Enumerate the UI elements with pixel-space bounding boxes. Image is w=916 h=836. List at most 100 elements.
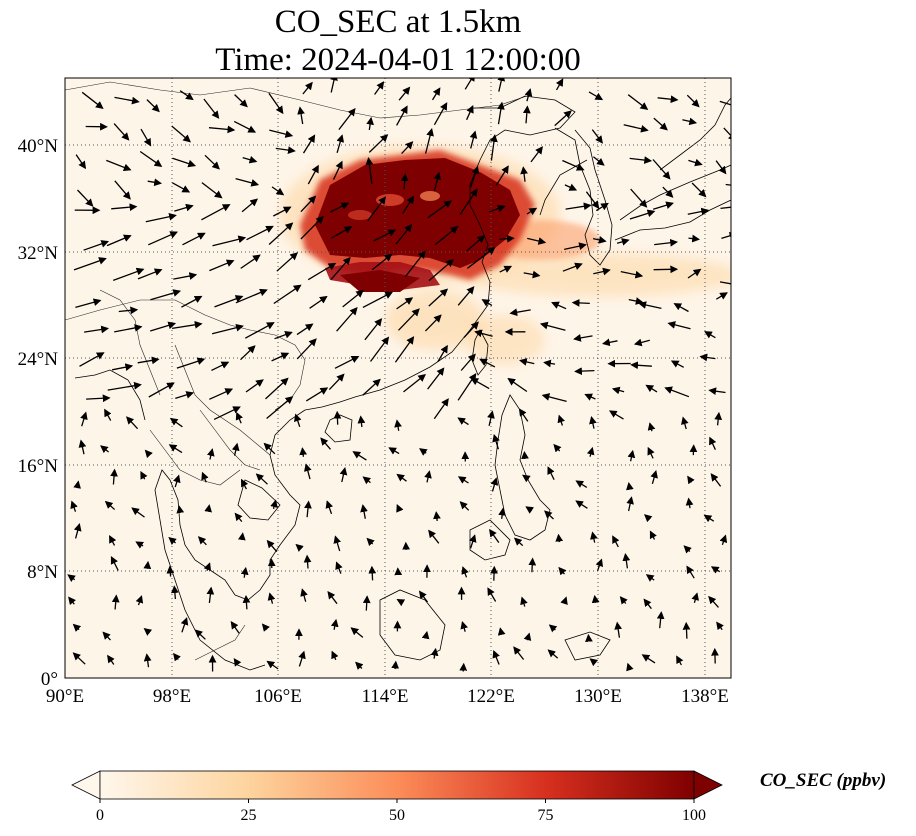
wind-arrow: [73, 523, 82, 539]
wind-arrow: [470, 377, 490, 390]
wind-arrow: [647, 422, 656, 432]
wind-arrow: [539, 321, 566, 331]
wind-arrow: [111, 363, 134, 371]
wind-arrow: [369, 336, 390, 362]
wind-arrow: [230, 621, 240, 634]
wind-arrow: [457, 286, 475, 306]
wind-arrow: [135, 541, 144, 549]
wind-arrow: [527, 237, 547, 245]
wind-arrow: [110, 468, 118, 485]
wind-arrow: [492, 433, 500, 450]
x-tick-label: 122°E: [467, 686, 515, 707]
wind-arrow: [355, 661, 364, 670]
wind-arrow: [647, 446, 655, 459]
wind-arrow: [565, 202, 592, 211]
wind-arrow: [719, 281, 731, 285]
wind-arrow: [495, 165, 509, 186]
wind-arrow: [179, 90, 194, 101]
wind-arrow: [332, 160, 343, 180]
wind-arrow: [560, 596, 568, 605]
wind-arrow: [401, 195, 414, 215]
wind-arrow: [374, 81, 385, 95]
wind-arrow: [204, 504, 212, 513]
y-tick-label: 0°: [41, 669, 58, 690]
wind-arrow: [305, 387, 329, 402]
wind-arrow: [424, 314, 442, 332]
wind-arrow: [492, 649, 500, 665]
wind-arrow: [623, 124, 649, 133]
wind-arrow: [474, 329, 493, 338]
wind-arrow: [338, 107, 356, 130]
colorbar-extend-min: [71, 770, 101, 800]
wind-arrow: [595, 202, 609, 212]
wind-arrow: [723, 127, 731, 142]
wind-arrow: [174, 203, 194, 212]
wind-arrow: [234, 94, 248, 108]
wind-arrow: [522, 474, 531, 483]
wind-arrow: [719, 534, 728, 546]
wind-arrow: [266, 539, 278, 553]
wind-arrow: [271, 352, 290, 362]
wind-arrow: [396, 105, 408, 126]
wind-arrow: [273, 284, 302, 305]
wind-arrow: [490, 477, 499, 492]
wind-arrow: [687, 268, 702, 279]
wind-arrow: [362, 476, 372, 485]
wind-arrow: [664, 386, 690, 398]
wind-arrow: [608, 410, 624, 420]
wind-arrow: [182, 232, 206, 246]
wind-arrow: [333, 535, 341, 552]
wind-arrow: [388, 447, 400, 455]
wind-arrow: [627, 94, 649, 110]
y-tick-label: 16°N: [18, 456, 59, 477]
wind-arrow: [265, 377, 289, 400]
wind-arrow: [575, 480, 588, 488]
wind-arrow: [653, 265, 679, 274]
wind-arrow: [571, 299, 590, 307]
wind-arrow: [497, 78, 506, 92]
wind-arrow: [169, 417, 183, 428]
wind-arrow: [518, 408, 529, 422]
wind-arrow: [114, 180, 131, 200]
wind-arrow: [391, 660, 400, 670]
wind-arrow: [466, 105, 474, 121]
wind-arrow: [714, 411, 723, 426]
wind-arrow: [204, 154, 220, 170]
wind-arrow: [172, 182, 191, 193]
colorbar-tick-label: 100: [682, 807, 706, 824]
wind-arrow: [396, 504, 404, 513]
colorbar-tick-label: 75: [538, 807, 554, 824]
wind-arrow: [300, 215, 324, 240]
wind-arrow: [79, 352, 105, 367]
co-max-core: [315, 158, 520, 268]
wind-arrow: [551, 301, 567, 310]
wind-arrow: [526, 207, 538, 216]
wind-arrow: [709, 436, 717, 450]
wind-arrow: [336, 134, 345, 153]
wind-arrow: [585, 191, 600, 209]
wind-arrow: [523, 270, 541, 279]
wind-arrow: [137, 268, 163, 280]
wind-arrow: [201, 471, 209, 483]
wind-arrow: [469, 130, 478, 149]
wind-arrow: [457, 417, 469, 426]
wind-arrow: [396, 473, 407, 482]
wind-arrow: [513, 537, 524, 547]
wind-arrow: [366, 537, 375, 547]
wind-arrow: [171, 125, 191, 143]
wind-arrow: [330, 202, 350, 213]
wind-arrow: [428, 529, 440, 544]
wind-arrow: [562, 159, 585, 171]
wind-arrow: [240, 345, 256, 361]
wind-arrow: [654, 238, 678, 247]
wind-arrow: [627, 449, 636, 462]
wind-arrow: [499, 234, 515, 243]
wind-arrow: [400, 173, 409, 190]
wind-arrow: [433, 102, 448, 126]
wind-arrow: [150, 321, 177, 332]
wind-arrow: [80, 411, 88, 427]
wind-arrow: [466, 235, 486, 252]
wind-arrow: [139, 150, 163, 167]
wind-arrow: [555, 78, 564, 91]
wind-arrow: [168, 444, 183, 454]
